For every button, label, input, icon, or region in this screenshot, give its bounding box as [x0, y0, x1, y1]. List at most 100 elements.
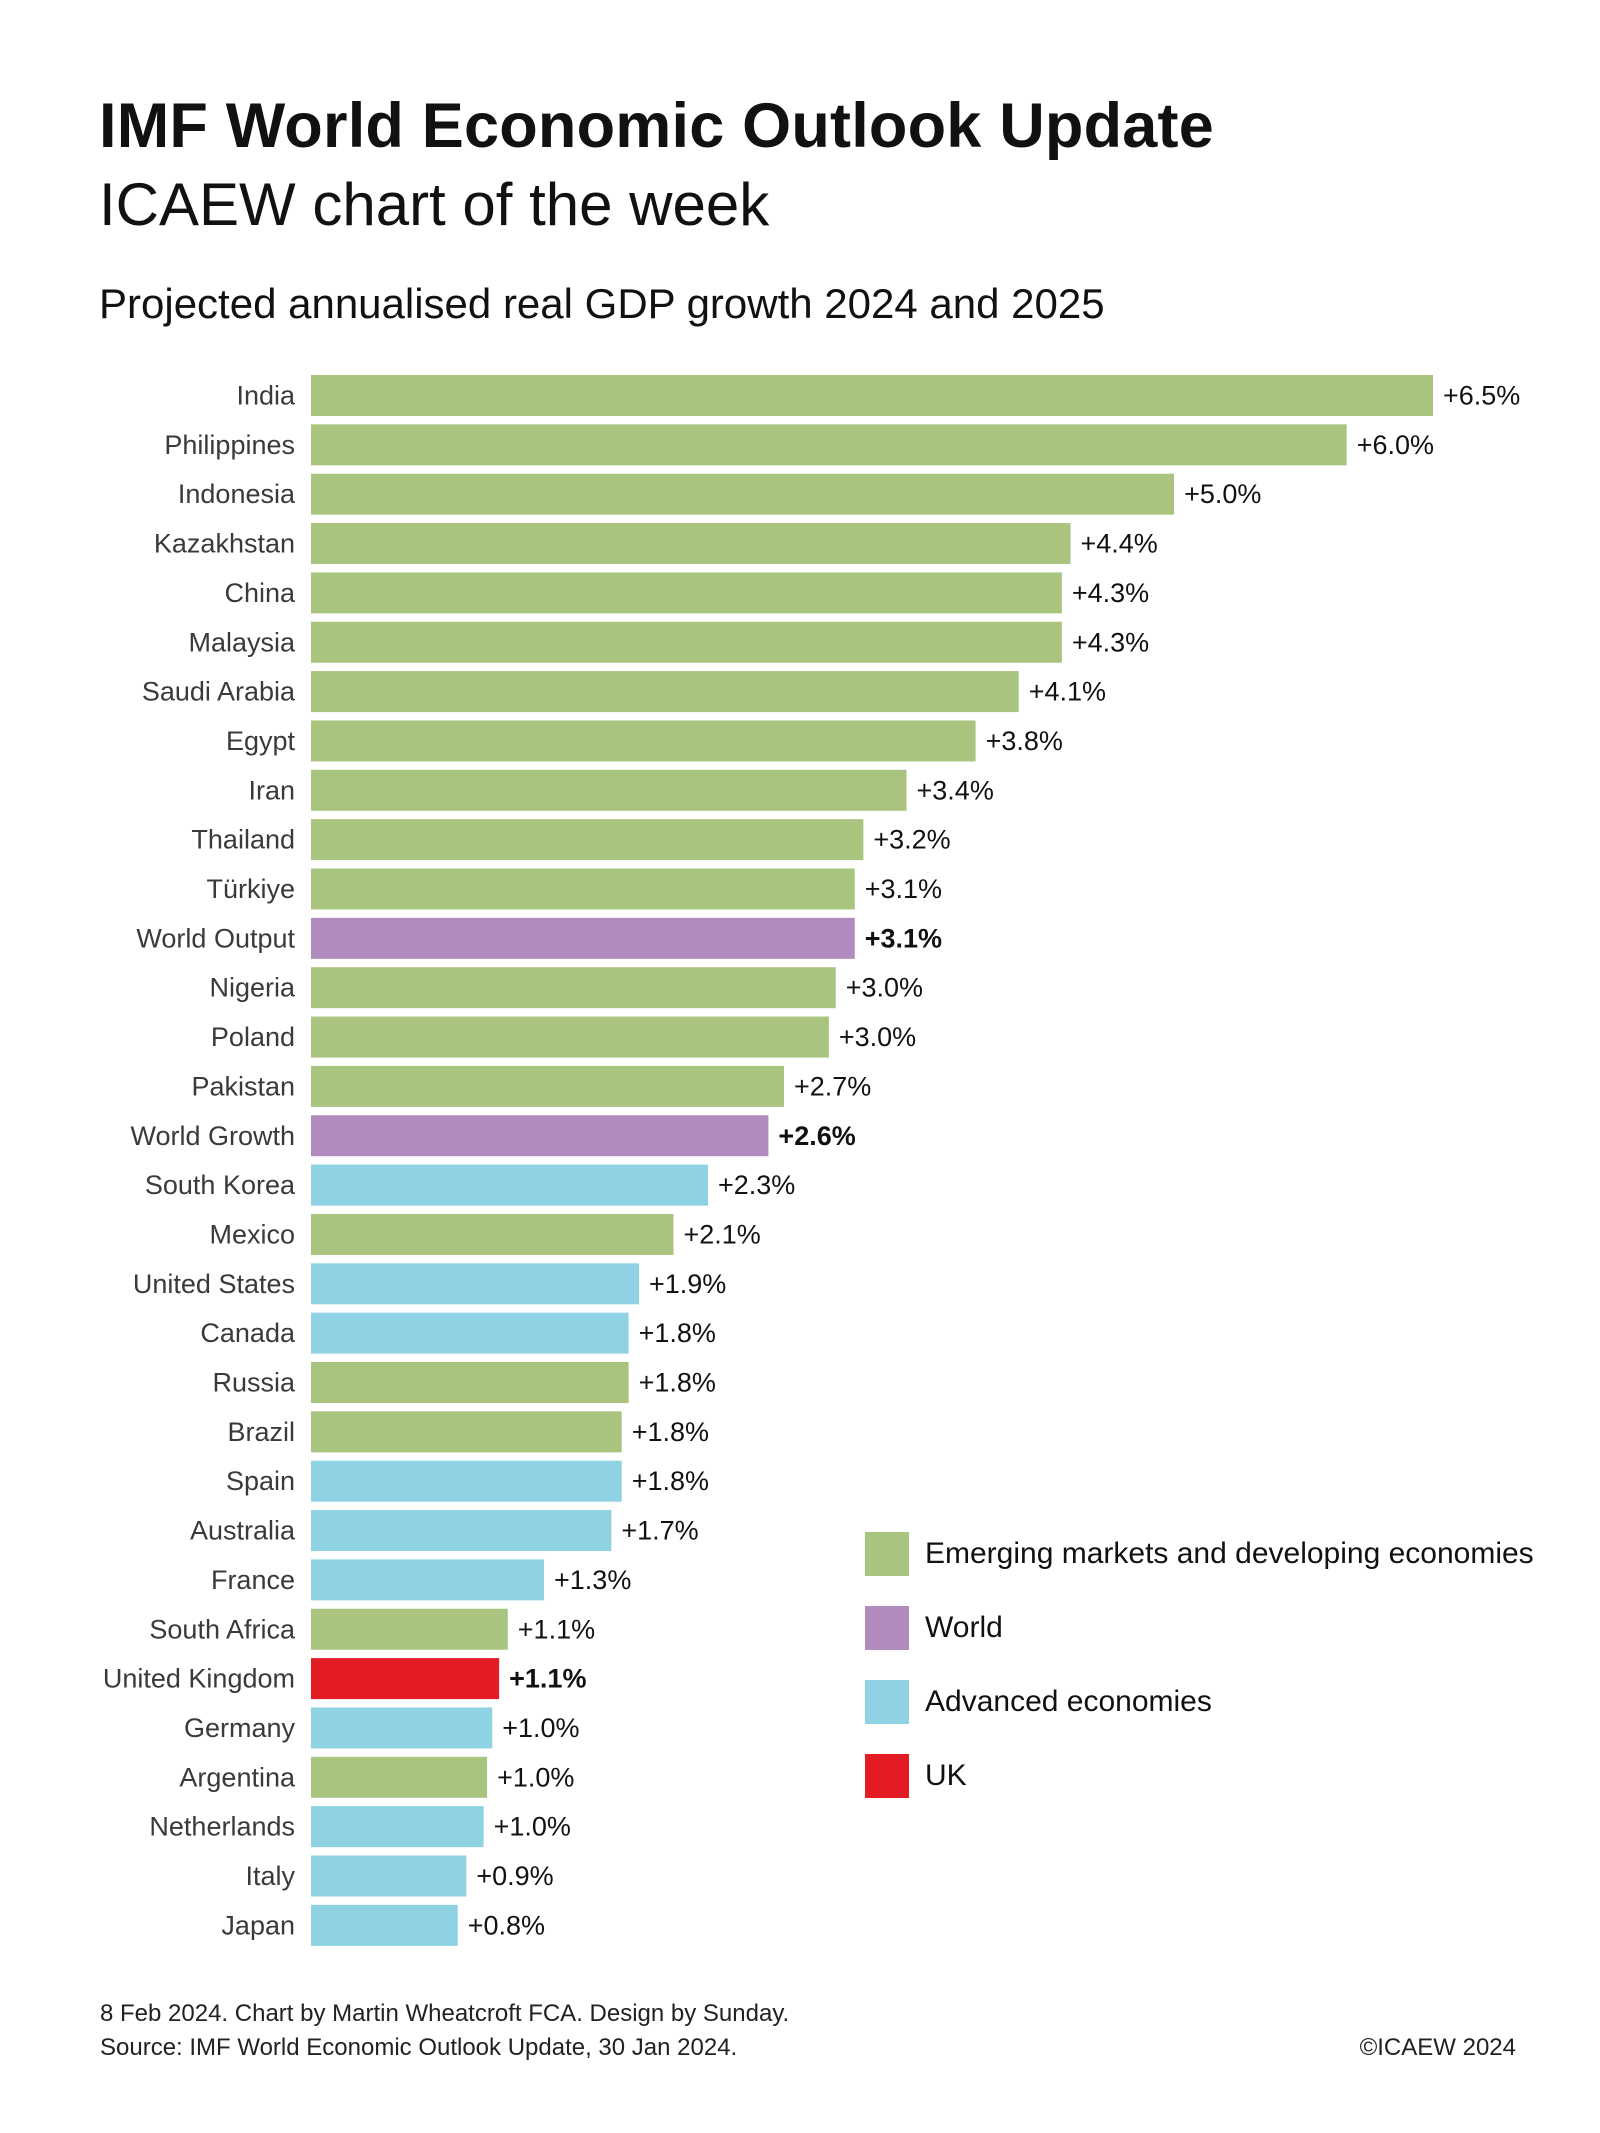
- value-label-spain: +1.8%: [632, 1466, 709, 1496]
- bar-china: [311, 572, 1062, 614]
- value-label-brazil: +1.8%: [632, 1417, 709, 1447]
- value-label-netherlands: +1.0%: [494, 1812, 571, 1842]
- legend-item-emerging: Emerging markets and developing economie…: [865, 1532, 1534, 1576]
- category-label-russia: Russia: [212, 1368, 296, 1398]
- category-label-south-africa: South Africa: [149, 1614, 296, 1644]
- value-label-iran: +3.4%: [917, 775, 994, 805]
- legend-item-advanced: Advanced economies: [865, 1680, 1534, 1724]
- category-label-t-rkiye: Türkiye: [206, 874, 295, 904]
- category-label-malaysia: Malaysia: [188, 627, 296, 657]
- category-label-saudi-arabia: Saudi Arabia: [142, 677, 296, 707]
- bar-saudi-arabia: [311, 671, 1019, 713]
- bar-nigeria: [311, 967, 836, 1009]
- legend-label-advanced: Advanced economies: [925, 1685, 1212, 1718]
- category-label-italy: Italy: [245, 1861, 295, 1891]
- value-label-russia: +1.8%: [639, 1368, 716, 1398]
- bar-united-states: [311, 1263, 639, 1305]
- value-label-south-africa: +1.1%: [518, 1614, 595, 1644]
- category-label-poland: Poland: [211, 1022, 295, 1052]
- legend-label-world: World: [925, 1611, 1003, 1644]
- legend-item-uk: UK: [865, 1754, 1534, 1798]
- copyright: ©ICAEW 2024: [1359, 2034, 1516, 2061]
- chart-legend: Emerging markets and developing economie…: [865, 1532, 1534, 1828]
- category-label-south-korea: South Korea: [145, 1170, 296, 1200]
- legend-swatch-world: [865, 1606, 909, 1650]
- legend-label-emerging: Emerging markets and developing economie…: [925, 1537, 1534, 1570]
- value-label-malaysia: +4.3%: [1072, 627, 1149, 657]
- category-label-united-states: United States: [133, 1269, 295, 1299]
- page-subtitle: ICAEW chart of the week: [99, 171, 770, 238]
- bar-chart: India +6.5% Philippines +6.0% Indonesia +5.0%…: [103, 375, 1520, 1946]
- footer-source: Source: IMF World Economic Outlook Updat…: [100, 2034, 738, 2061]
- bar-kazakhstan: [311, 523, 1071, 565]
- value-label-nigeria: +3.0%: [846, 973, 923, 1003]
- value-label-indonesia: +5.0%: [1184, 479, 1261, 509]
- value-label-t-rkiye: +3.1%: [865, 874, 942, 904]
- legend-swatch-emerging: [865, 1532, 909, 1576]
- bar-pakistan: [311, 1065, 784, 1107]
- category-label-brazil: Brazil: [227, 1417, 295, 1447]
- category-label-egypt: Egypt: [226, 726, 296, 756]
- category-label-mexico: Mexico: [209, 1219, 295, 1249]
- category-label-world-growth: World Growth: [130, 1121, 295, 1151]
- value-label-world-growth: +2.6%: [778, 1121, 855, 1151]
- category-label-pakistan: Pakistan: [191, 1071, 295, 1101]
- value-label-saudi-arabia: +4.1%: [1029, 677, 1106, 707]
- value-label-kazakhstan: +4.4%: [1081, 529, 1158, 559]
- bar-brazil: [311, 1411, 622, 1453]
- value-label-south-korea: +2.3%: [718, 1170, 795, 1200]
- legend-swatch-advanced: [865, 1680, 909, 1724]
- value-label-germany: +1.0%: [502, 1713, 579, 1743]
- category-label-japan: Japan: [221, 1910, 295, 1940]
- bar-world-output: [311, 917, 855, 959]
- bar-t-rkiye: [311, 868, 855, 910]
- category-label-india: India: [236, 381, 296, 411]
- category-label-indonesia: Indonesia: [178, 479, 296, 509]
- footer-notes: 8 Feb 2024. Chart by Martin Wheatcroft F…: [100, 1997, 789, 2065]
- value-label-thailand: +3.2%: [873, 825, 950, 855]
- value-label-canada: +1.8%: [639, 1318, 716, 1348]
- bar-united-kingdom: [311, 1658, 500, 1700]
- category-label-china: China: [224, 578, 296, 608]
- value-label-united-states: +1.9%: [649, 1269, 726, 1299]
- category-label-thailand: Thailand: [191, 825, 295, 855]
- value-label-philippines: +6.0%: [1357, 430, 1434, 460]
- bar-thailand: [311, 819, 864, 861]
- category-label-kazakhstan: Kazakhstan: [154, 529, 295, 559]
- chart-title: Projected annualised real GDP growth 202…: [99, 280, 1105, 327]
- category-label-argentina: Argentina: [179, 1762, 296, 1792]
- category-label-canada: Canada: [200, 1318, 296, 1348]
- bar-philippines: [311, 424, 1347, 466]
- value-label-egypt: +3.8%: [986, 726, 1063, 756]
- bar-mexico: [311, 1213, 674, 1255]
- bar-germany: [311, 1707, 493, 1749]
- bar-spain: [311, 1460, 622, 1502]
- bar-netherlands: [311, 1806, 484, 1848]
- category-label-australia: Australia: [190, 1516, 296, 1546]
- bar-argentina: [311, 1756, 488, 1798]
- legend-label-uk: UK: [925, 1759, 967, 1792]
- bar-south-korea: [311, 1164, 709, 1206]
- bar-canada: [311, 1312, 629, 1354]
- legend-item-world: World: [865, 1606, 1534, 1650]
- bar-france: [311, 1559, 545, 1601]
- value-label-united-kingdom: +1.1%: [509, 1664, 586, 1694]
- category-label-iran: Iran: [248, 775, 295, 805]
- bar-south-africa: [311, 1608, 508, 1650]
- bar-iran: [311, 769, 907, 811]
- category-label-spain: Spain: [226, 1466, 295, 1496]
- value-label-pakistan: +2.7%: [794, 1071, 871, 1101]
- category-label-united-kingdom: United Kingdom: [103, 1664, 295, 1694]
- bar-italy: [311, 1855, 467, 1897]
- value-label-china: +4.3%: [1072, 578, 1149, 608]
- value-label-argentina: +1.0%: [497, 1762, 574, 1792]
- footer-credits: 8 Feb 2024. Chart by Martin Wheatcroft F…: [100, 2000, 790, 2027]
- value-label-mexico: +2.1%: [683, 1219, 760, 1249]
- bar-australia: [311, 1510, 612, 1552]
- category-label-philippines: Philippines: [164, 430, 295, 460]
- bar-india: [311, 375, 1433, 416]
- category-label-nigeria: Nigeria: [209, 973, 296, 1003]
- bar-indonesia: [311, 473, 1175, 515]
- value-label-france: +1.3%: [554, 1565, 631, 1595]
- page-title: IMF World Economic Outlook Update: [99, 91, 1214, 161]
